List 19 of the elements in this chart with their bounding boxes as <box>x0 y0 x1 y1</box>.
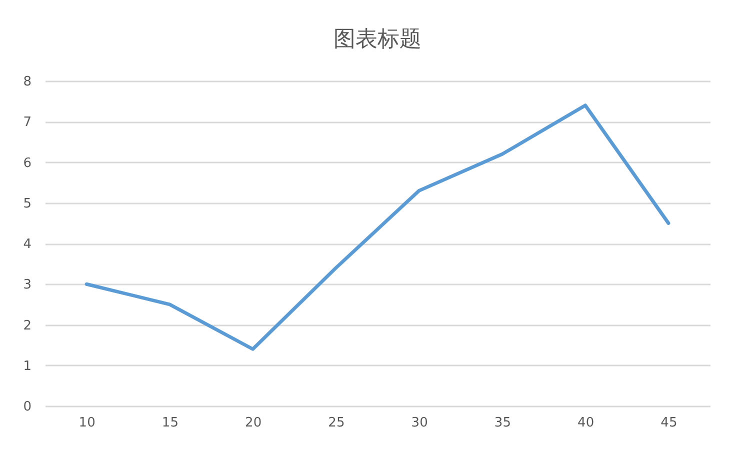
x-tick-label: 40 <box>578 416 594 430</box>
y-tick-label: 6 <box>23 156 32 171</box>
x-tick-label: 15 <box>162 416 178 430</box>
x-tick-label: 30 <box>411 416 428 430</box>
y-tick-label: 0 <box>23 400 32 414</box>
chart-title: 图表标题 <box>334 27 422 52</box>
line-series <box>84 104 670 351</box>
y-tick-label: 8 <box>23 74 32 90</box>
y-tick-label: 1 <box>23 358 32 374</box>
x-tick-label: 35 <box>494 416 511 430</box>
y-tick-label: 5 <box>23 196 32 212</box>
y-tick-label: 7 <box>23 115 32 130</box>
x-tick-label: 20 <box>245 416 262 430</box>
y-tick-label: 2 <box>23 318 32 334</box>
y-tick-label: 3 <box>23 278 32 293</box>
y-tick-label: 4 <box>23 237 32 252</box>
x-tick-label: 10 <box>78 416 96 430</box>
x-tick-label: 45 <box>660 416 678 430</box>
x-tick-label: 25 <box>328 416 345 430</box>
